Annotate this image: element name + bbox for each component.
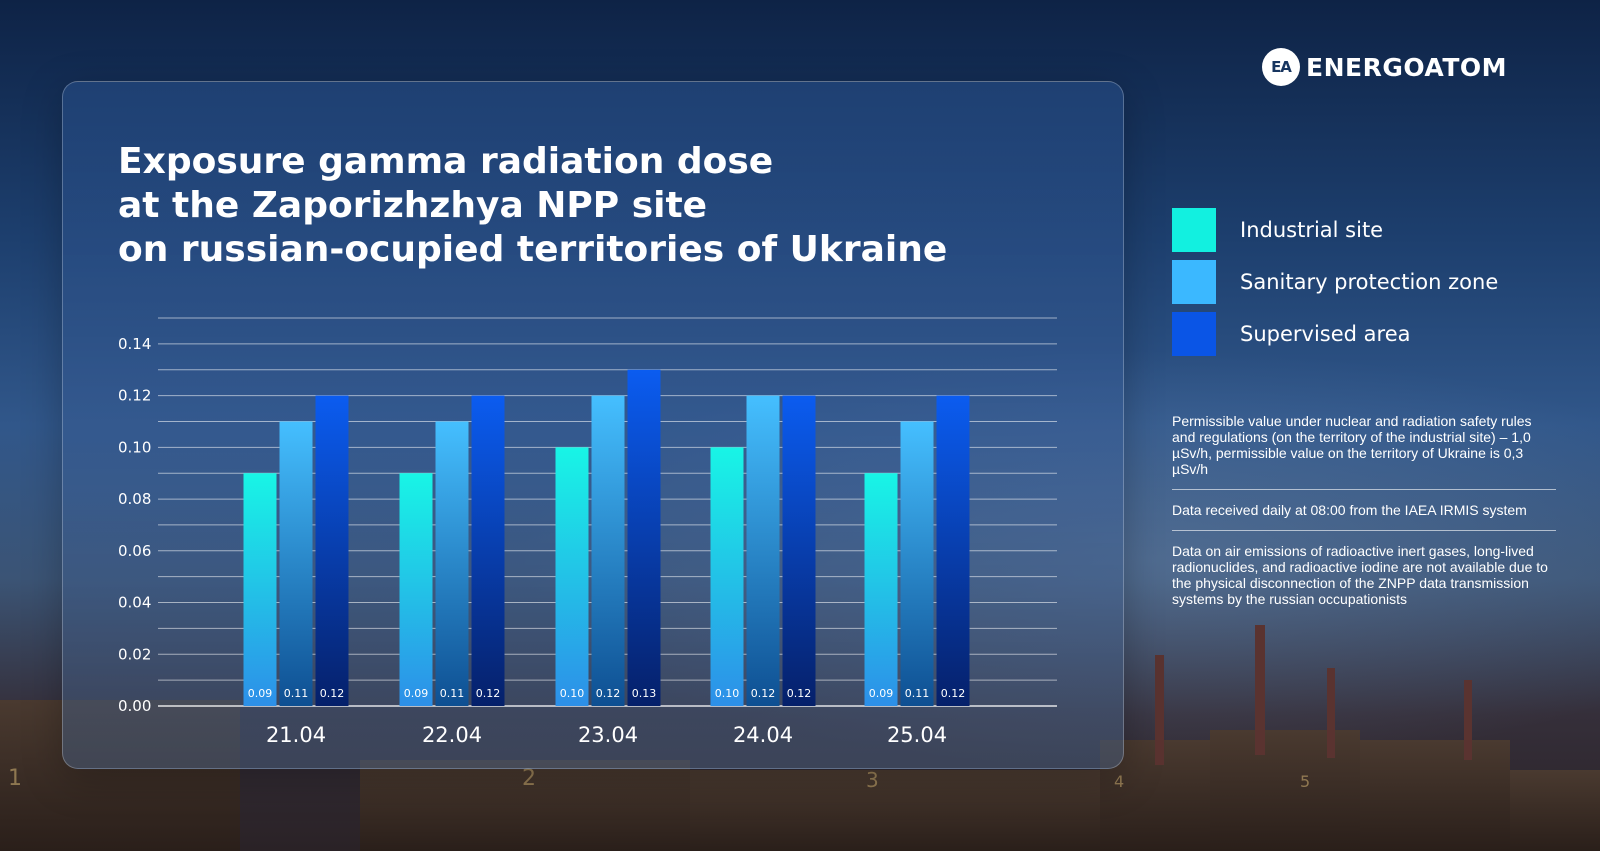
chart-legend: Industrial site Sanitary protection zone… <box>1172 208 1498 364</box>
bar <box>279 421 313 706</box>
legend-item-industrial-site: Industrial site <box>1172 208 1498 252</box>
y-tick-label: 0.06 <box>118 542 151 560</box>
building-number-4: 4 <box>1114 772 1124 791</box>
bar-value-label: 0.12 <box>596 687 621 700</box>
legend-item-supervised-area: Supervised area <box>1172 312 1498 356</box>
bar-value-label: 0.09 <box>248 687 273 700</box>
bar-value-label: 0.12 <box>320 687 345 700</box>
bar-value-label: 0.12 <box>751 687 776 700</box>
bar-value-label: 0.11 <box>905 687 930 700</box>
bar <box>936 395 970 706</box>
bar <box>555 447 589 706</box>
energoatom-logo: EA ENERGOATOM <box>1262 46 1507 88</box>
building-number-2: 2 <box>522 766 536 791</box>
bar <box>746 395 780 706</box>
legend-label-sanitary-protection-zone: Sanitary protection zone <box>1240 270 1499 294</box>
bar <box>435 421 469 706</box>
bar <box>782 395 816 706</box>
note-data-unavailable: Data on air emissions of radioactive ine… <box>1172 530 1556 619</box>
x-category-label: 23.04 <box>578 723 638 747</box>
bar <box>315 395 349 706</box>
y-tick-label: 0.00 <box>118 697 151 715</box>
bar-value-label: 0.11 <box>284 687 309 700</box>
bar <box>591 395 625 706</box>
bar-value-label: 0.12 <box>941 687 966 700</box>
building-number-5: 5 <box>1300 772 1310 791</box>
bar-value-label: 0.09 <box>869 687 894 700</box>
y-tick-label: 0.10 <box>118 438 151 456</box>
y-tick-label: 0.08 <box>118 490 151 508</box>
bar-value-label: 0.11 <box>440 687 465 700</box>
note-data-source: Data received daily at 08:00 from the IA… <box>1172 489 1556 530</box>
legend-label-supervised-area: Supervised area <box>1240 322 1411 346</box>
y-tick-label: 0.04 <box>118 594 151 612</box>
bar <box>399 473 433 706</box>
building-number-3: 3 <box>866 768 879 792</box>
energoatom-logo-text: ENERGOATOM <box>1306 52 1508 82</box>
chart-title-line-3: on russian-ocupied territories of Ukrain… <box>118 229 948 270</box>
x-category-label: 25.04 <box>887 723 947 747</box>
reactor-building-3 <box>690 770 1100 851</box>
bar-value-label: 0.12 <box>476 687 501 700</box>
bar-value-label: 0.13 <box>632 687 657 700</box>
bar <box>900 421 934 706</box>
reactor-building-2 <box>360 760 690 851</box>
note-permissible-value: Permissible value under nuclear and radi… <box>1172 413 1532 477</box>
energoatom-logo-mark: EA <box>1262 48 1300 86</box>
y-tick-label: 0.02 <box>118 645 151 663</box>
reactor-building-7 <box>1510 770 1600 851</box>
reactor-building-6 <box>1360 740 1510 851</box>
legend-label-industrial-site: Industrial site <box>1240 218 1384 242</box>
building-number-1: 1 <box>8 766 22 791</box>
chimney-2 <box>1255 625 1265 755</box>
bar <box>471 395 505 706</box>
bar <box>627 369 661 706</box>
x-category-label: 21.04 <box>266 723 326 747</box>
chimney-3 <box>1327 668 1335 758</box>
bar-value-label: 0.10 <box>560 687 585 700</box>
legend-swatch-supervised-area <box>1172 312 1216 356</box>
bar-value-label: 0.10 <box>715 687 740 700</box>
legend-swatch-sanitary-protection-zone <box>1172 260 1216 304</box>
legend-item-sanitary-protection-zone: Sanitary protection zone <box>1172 260 1498 304</box>
bar <box>710 447 744 706</box>
chart-notes: Permissible value under nuclear and radi… <box>1172 413 1556 619</box>
chart-title-line-1: Exposure gamma radiation dose <box>118 141 774 182</box>
chimney-1 <box>1155 655 1164 765</box>
y-tick-label: 0.14 <box>118 335 151 353</box>
x-category-label: 22.04 <box>422 723 482 747</box>
chart-title-line-2: at the Zaporizhzhya NPP site <box>118 185 708 226</box>
x-category-label: 24.04 <box>733 723 793 747</box>
legend-swatch-industrial-site <box>1172 208 1216 252</box>
bar <box>243 473 277 706</box>
y-tick-label: 0.12 <box>118 387 151 405</box>
bar <box>864 473 898 706</box>
bar-value-label: 0.12 <box>787 687 812 700</box>
bar-value-label: 0.09 <box>404 687 429 700</box>
chart-title: Exposure gamma radiation dose at the Zap… <box>118 140 1038 272</box>
chimney-4 <box>1464 680 1472 760</box>
